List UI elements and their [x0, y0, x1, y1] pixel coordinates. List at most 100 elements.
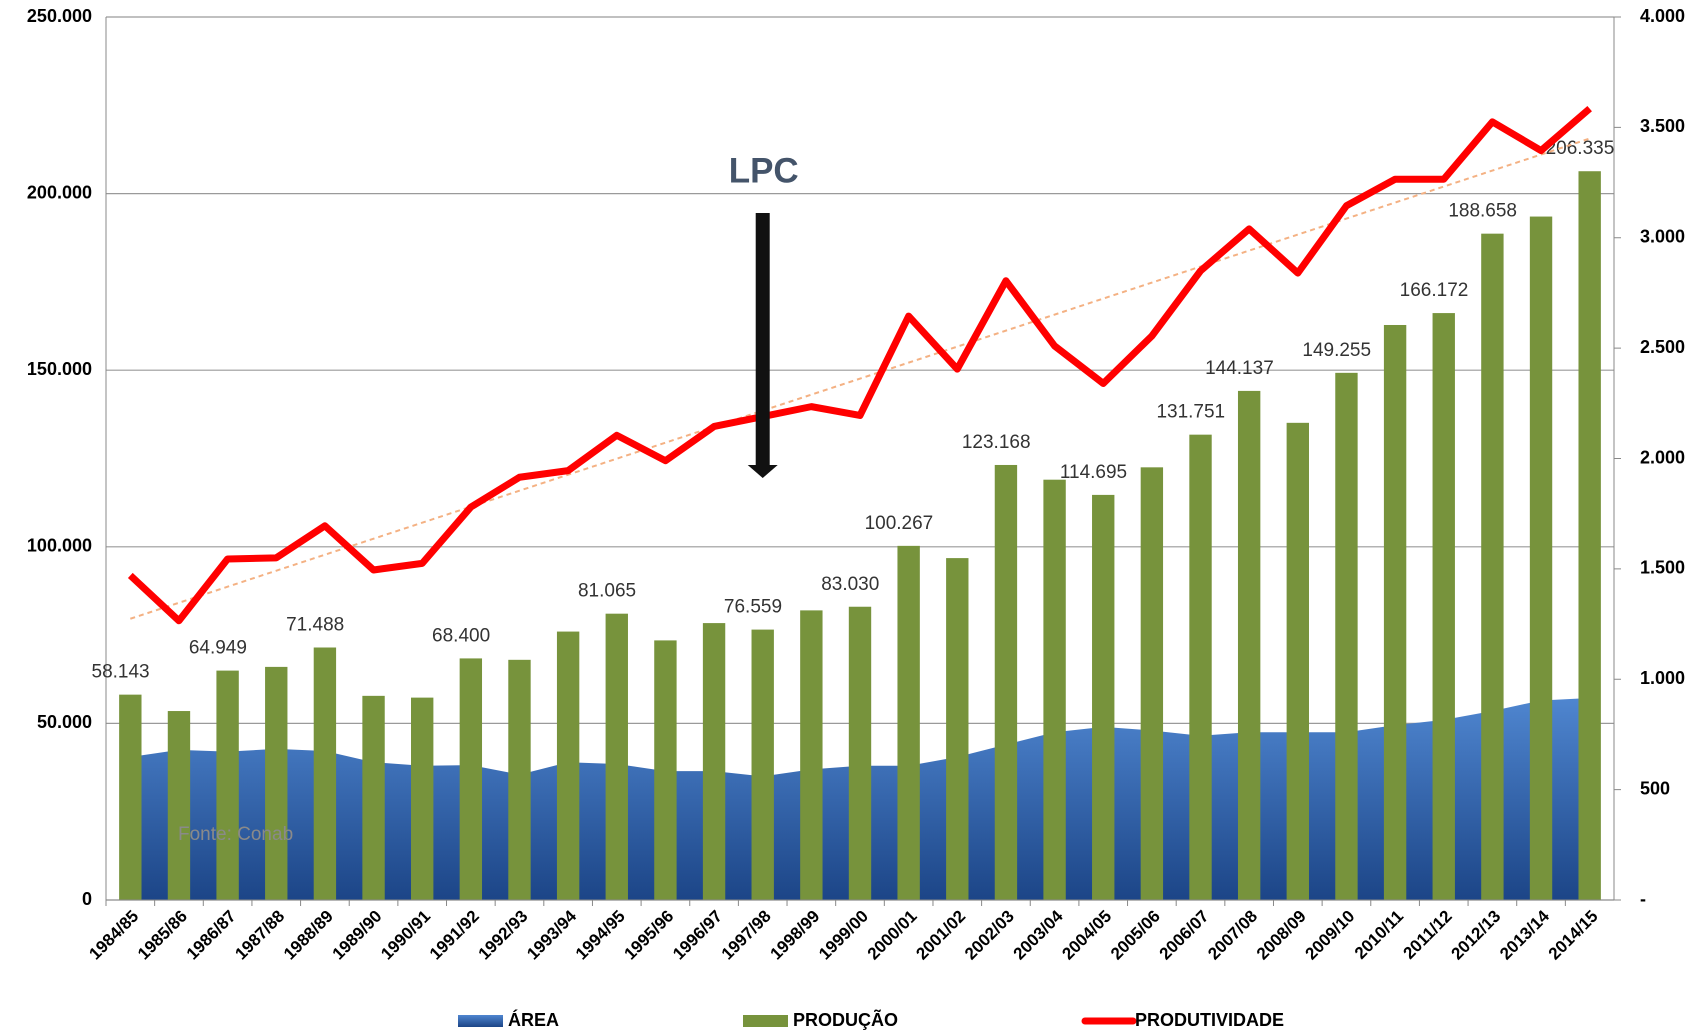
line — [127, 105, 1592, 625]
x-tick-label: 2012/13 — [1447, 907, 1504, 964]
data-label: 68.400 — [432, 625, 490, 646]
data-label: 123.168 — [962, 432, 1031, 453]
x-tick-label: 2007/08 — [1204, 907, 1261, 964]
bar — [605, 613, 628, 900]
y2-tick-label: 4.000 — [1640, 6, 1685, 26]
x-tick-label: 2005/06 — [1107, 907, 1164, 964]
data-label: 188.658 — [1448, 201, 1517, 222]
bar — [216, 670, 239, 900]
y2-tick-label: 3.500 — [1640, 116, 1685, 136]
data-label: 206.335 — [1546, 138, 1615, 159]
x-tick-label: 1993/94 — [523, 906, 580, 963]
x-tick-label: 2000/01 — [864, 907, 921, 964]
x-tick-label: 1992/93 — [475, 907, 532, 964]
bar — [1092, 494, 1115, 900]
bar — [654, 640, 677, 900]
bar — [702, 623, 726, 900]
bar — [1432, 313, 1455, 900]
y-tick-label: 150.000 — [27, 359, 92, 379]
x-tick-label: 2008/09 — [1253, 907, 1310, 964]
arrow-head — [747, 465, 778, 478]
legend-swatch — [458, 1015, 503, 1027]
y2-tick-label: 2.500 — [1640, 337, 1685, 357]
bar — [1481, 233, 1504, 901]
bar — [1578, 171, 1601, 900]
x-tick-label: 1990/91 — [377, 907, 434, 964]
y2-tick-label: 1.500 — [1640, 558, 1685, 578]
bar — [800, 610, 823, 900]
y2-tick-label: 1.000 — [1640, 668, 1685, 688]
y-tick-label: 0 — [82, 889, 92, 909]
data-label: 149.255 — [1302, 340, 1371, 361]
x-tick-label: 2001/02 — [912, 907, 969, 964]
data-label: 76.559 — [724, 597, 782, 618]
data-label: 131.751 — [1156, 402, 1225, 423]
y-tick-label: 100.000 — [27, 536, 92, 556]
x-tick-label: 1991/92 — [426, 907, 483, 964]
bar — [1140, 467, 1164, 900]
x-tick-label: 1997/98 — [718, 907, 775, 964]
bar — [751, 629, 774, 900]
y2-tick-label: 500 — [1640, 778, 1670, 798]
x-tick-label: 1985/86 — [134, 907, 191, 964]
data-label: 166.172 — [1400, 280, 1469, 301]
x-tick-label: 1987/88 — [231, 907, 288, 964]
y2-tick-label: - — [1640, 889, 1646, 909]
x-tick-label: 2004/05 — [1058, 907, 1115, 964]
bar — [313, 647, 337, 900]
bar — [994, 464, 1018, 900]
x-tick-label: 2006/07 — [1156, 907, 1213, 964]
bar — [946, 558, 969, 900]
bar — [1529, 216, 1553, 901]
bar — [119, 694, 142, 900]
data-label: 114.695 — [1060, 462, 1127, 483]
bar — [556, 631, 580, 900]
legend-label: PRODUTIVIDADE — [1135, 1010, 1284, 1030]
y-tick-label: 50.000 — [37, 712, 92, 732]
x-tick-label: 1996/97 — [669, 907, 726, 964]
annotation: LPC — [729, 151, 799, 190]
x-tick-label: 2003/04 — [1010, 906, 1067, 963]
bar — [1335, 372, 1358, 901]
x-tick-label: 1994/95 — [572, 907, 629, 964]
bar — [167, 711, 191, 900]
bar — [1043, 479, 1066, 900]
bar — [411, 697, 434, 900]
x-tick-label: 1998/99 — [766, 907, 823, 964]
x-tick-label: 2011/12 — [1400, 907, 1456, 963]
bar — [362, 695, 385, 900]
y2-tick-label: 2.000 — [1640, 447, 1685, 467]
bar — [508, 659, 531, 900]
data-label: 83.030 — [821, 574, 879, 595]
x-tick-label: 2010/11 — [1351, 907, 1407, 963]
bar — [1286, 422, 1309, 900]
data-label: 81.065 — [578, 581, 636, 602]
x-tick-label: 1988/89 — [280, 907, 337, 964]
arrow-shaft — [755, 213, 770, 465]
bar — [1383, 324, 1407, 901]
bar — [897, 545, 920, 900]
x-tick-label: 2002/03 — [961, 907, 1018, 964]
bar — [265, 666, 288, 900]
source: Fonte: Conab — [178, 824, 293, 845]
data-label: 64.949 — [189, 638, 247, 659]
bar — [1189, 434, 1212, 900]
legend-swatch — [743, 1015, 788, 1027]
legend-label: PRODUÇÃO — [793, 1009, 898, 1030]
y-tick-label: 200.000 — [27, 182, 92, 202]
x-tick-label: 1984/85 — [85, 907, 142, 964]
data-label: 71.488 — [286, 615, 344, 636]
x-tick-label: 2009/10 — [1302, 907, 1359, 964]
data-label: 100.267 — [865, 513, 934, 534]
y-tick-label: 250.000 — [27, 6, 92, 26]
bar — [1237, 390, 1261, 900]
x-tick-label: 1995/96 — [621, 907, 678, 964]
data-label: 144.137 — [1205, 358, 1274, 379]
bar — [459, 658, 483, 900]
data-label: 58.143 — [92, 662, 150, 683]
x-tick-label: 1999/00 — [815, 907, 872, 964]
legend-label: ÁREA — [508, 1009, 559, 1030]
trendline — [130, 137, 1590, 620]
bar — [848, 606, 872, 900]
